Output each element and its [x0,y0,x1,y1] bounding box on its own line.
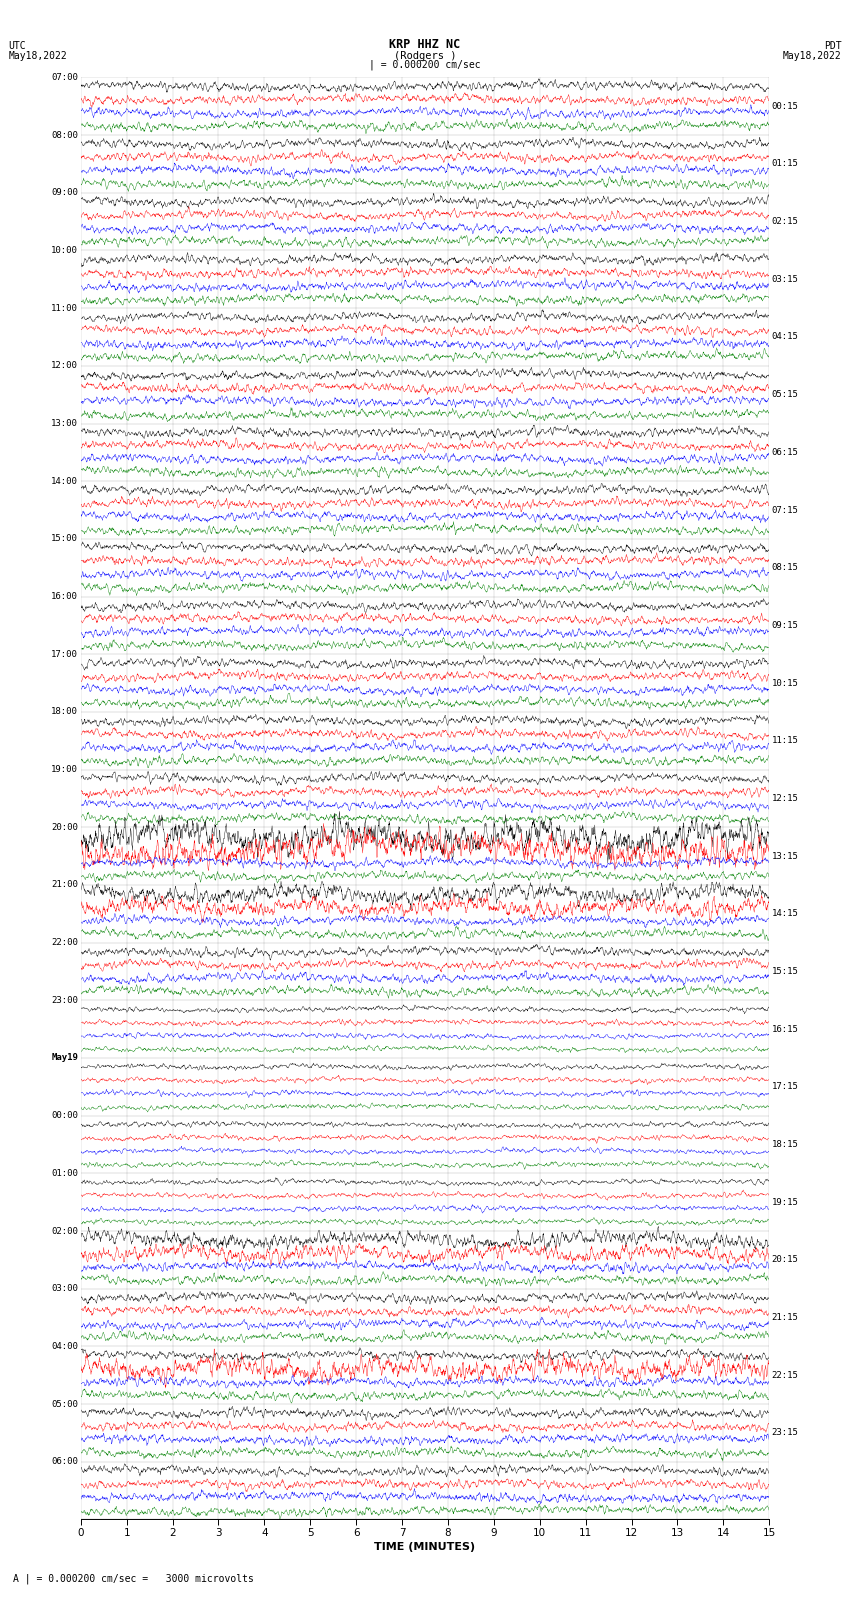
Text: 17:15: 17:15 [772,1082,799,1092]
Text: 18:00: 18:00 [51,708,78,716]
Text: 11:00: 11:00 [51,303,78,313]
X-axis label: TIME (MINUTES): TIME (MINUTES) [375,1542,475,1552]
Text: 02:00: 02:00 [51,1226,78,1236]
Text: 03:15: 03:15 [772,274,799,284]
Text: UTC: UTC [8,40,26,50]
Text: 08:15: 08:15 [772,563,799,573]
Text: 01:00: 01:00 [51,1169,78,1177]
Text: 00:00: 00:00 [51,1111,78,1119]
Text: 04:15: 04:15 [772,332,799,342]
Text: 22:00: 22:00 [51,939,78,947]
Text: 15:15: 15:15 [772,966,799,976]
Text: | = 0.000200 cm/sec: | = 0.000200 cm/sec [369,60,481,71]
Text: 15:00: 15:00 [51,534,78,544]
Text: May18,2022: May18,2022 [783,52,842,61]
Text: 07:00: 07:00 [51,73,78,82]
Text: 19:00: 19:00 [51,765,78,774]
Text: 21:00: 21:00 [51,881,78,889]
Text: 13:00: 13:00 [51,419,78,427]
Text: 12:15: 12:15 [772,794,799,803]
Text: 09:15: 09:15 [772,621,799,631]
Text: A | = 0.000200 cm/sec =   3000 microvolts: A | = 0.000200 cm/sec = 3000 microvolts [13,1573,253,1584]
Text: 16:00: 16:00 [51,592,78,602]
Text: 22:15: 22:15 [772,1371,799,1379]
Text: 10:00: 10:00 [51,245,78,255]
Text: 01:15: 01:15 [772,160,799,168]
Text: May18,2022: May18,2022 [8,52,67,61]
Text: 08:00: 08:00 [51,131,78,140]
Text: 10:15: 10:15 [772,679,799,687]
Text: 20:00: 20:00 [51,823,78,832]
Text: 13:15: 13:15 [772,852,799,861]
Text: PDT: PDT [824,40,842,50]
Text: 21:15: 21:15 [772,1313,799,1323]
Text: (Rodgers ): (Rodgers ) [394,52,456,61]
Text: 23:00: 23:00 [51,995,78,1005]
Text: 17:00: 17:00 [51,650,78,658]
Text: 05:15: 05:15 [772,390,799,398]
Text: 23:15: 23:15 [772,1429,799,1437]
Text: 09:00: 09:00 [51,189,78,197]
Text: 05:00: 05:00 [51,1400,78,1408]
Text: 06:00: 06:00 [51,1457,78,1466]
Text: 14:15: 14:15 [772,910,799,918]
Text: May19: May19 [51,1053,78,1063]
Text: 11:15: 11:15 [772,736,799,745]
Text: 02:15: 02:15 [772,218,799,226]
Text: 20:15: 20:15 [772,1255,799,1265]
Text: 03:00: 03:00 [51,1284,78,1294]
Text: 06:15: 06:15 [772,448,799,456]
Text: 12:00: 12:00 [51,361,78,371]
Text: KRP HHZ NC: KRP HHZ NC [389,37,461,50]
Text: 07:15: 07:15 [772,505,799,515]
Text: 19:15: 19:15 [772,1198,799,1207]
Text: 04:00: 04:00 [51,1342,78,1352]
Text: 14:00: 14:00 [51,477,78,486]
Text: 16:15: 16:15 [772,1024,799,1034]
Text: 18:15: 18:15 [772,1140,799,1148]
Text: 00:15: 00:15 [772,102,799,111]
